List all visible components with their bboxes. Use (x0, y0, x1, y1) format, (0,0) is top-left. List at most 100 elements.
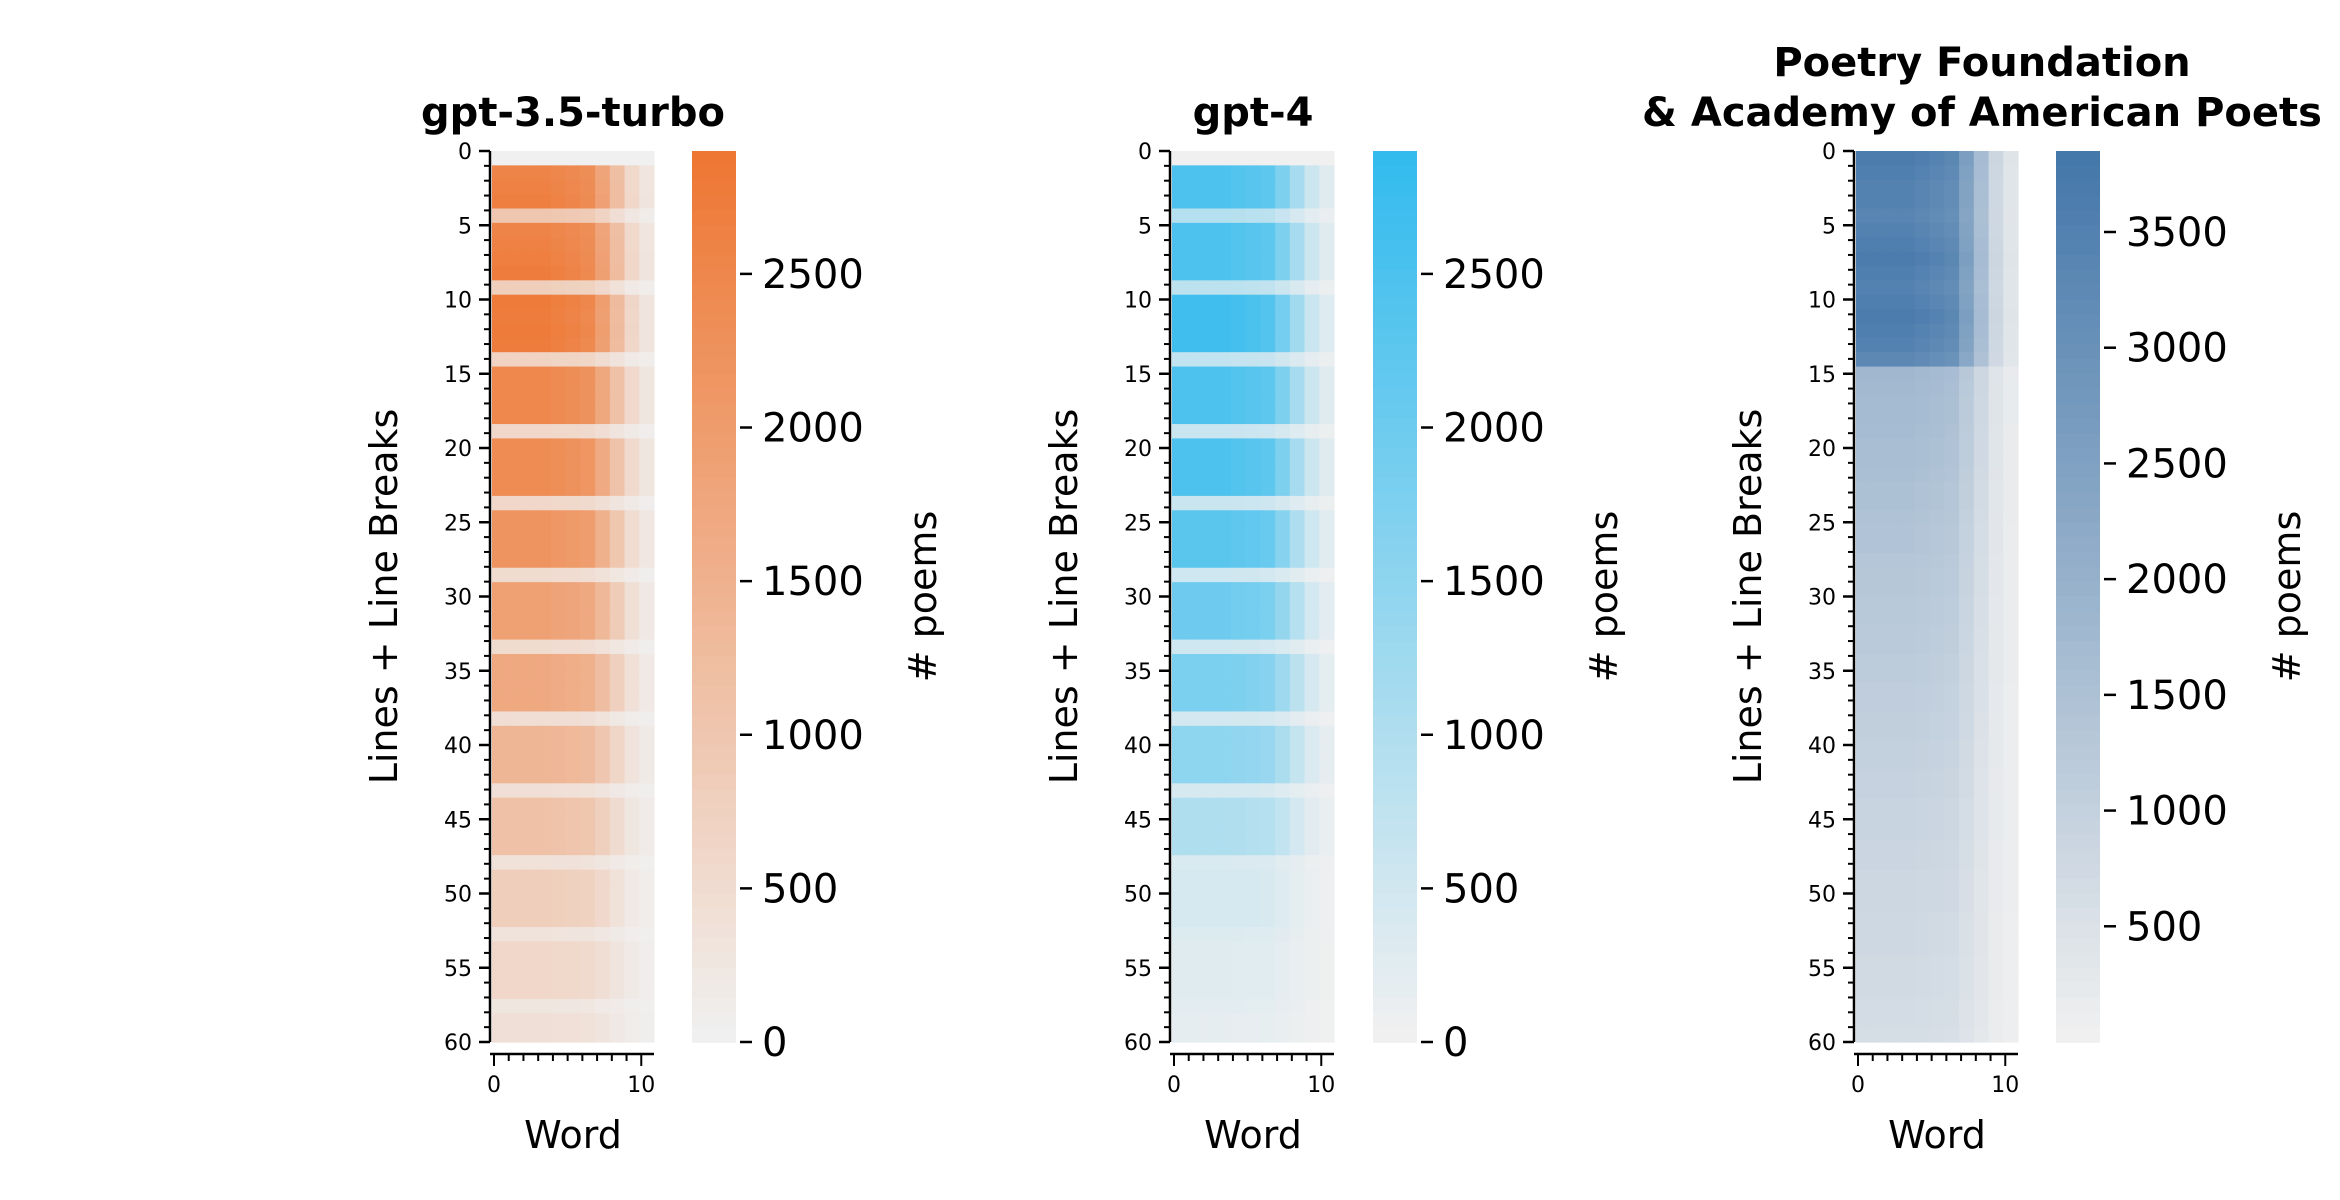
heatmap-cell (1870, 984, 1887, 1000)
heatmap-cell (1973, 337, 1990, 353)
heatmap-cell (595, 898, 611, 914)
heatmap-cell (580, 539, 596, 554)
heatmap-cell (1289, 840, 1306, 856)
heatmap-cell (1959, 452, 1975, 468)
heatmap-cell (1959, 625, 1975, 641)
heatmap-cell (1944, 380, 1960, 396)
heatmap-cell (536, 452, 552, 468)
heatmap-cell (595, 481, 611, 497)
heatmap-cell (536, 539, 552, 554)
heatmap-cell (639, 208, 655, 224)
heatmap-cell (1201, 610, 1217, 626)
heatmap-cell (1186, 812, 1203, 828)
heatmap-cell (2003, 740, 2019, 756)
heatmap-cell (506, 725, 523, 741)
colorbar-tick-label: 1500 (2126, 673, 2228, 719)
heatmap-cell (595, 251, 611, 267)
colorbar-segment (692, 180, 736, 197)
heatmap-cell (1260, 783, 1276, 799)
heatmap-cell (550, 395, 567, 411)
heatmap-cell (1900, 855, 1916, 871)
heatmap-cell (1260, 280, 1276, 296)
heatmap-cell (1216, 424, 1232, 440)
heatmap-cell (1900, 395, 1916, 411)
heatmap-cell (1929, 797, 1945, 813)
heatmap-cell (1245, 179, 1261, 195)
heatmap-cell (639, 740, 655, 756)
heatmap-cell (1172, 653, 1188, 669)
heatmap-cell (492, 912, 508, 928)
heatmap-cell (506, 610, 523, 626)
heatmap-cell (580, 697, 596, 713)
heatmap-cell (1885, 998, 1901, 1014)
heatmap-cell (2003, 1013, 2019, 1029)
heatmap-cell (1929, 668, 1945, 684)
heatmap-cell (1319, 265, 1335, 281)
heatmap-cell (1319, 768, 1335, 784)
heatmap-cell (609, 179, 626, 195)
heatmap-cell (1230, 639, 1247, 655)
heatmap-cell (492, 553, 508, 569)
heatmap-cell (1216, 380, 1232, 396)
heatmap-cell (1914, 582, 1931, 598)
heatmap-cell (1289, 524, 1306, 540)
heatmap-cell (1186, 352, 1203, 368)
heatmap-cell (1260, 352, 1276, 368)
heatmap-cell (506, 840, 523, 856)
heatmap-cell (1319, 941, 1335, 957)
heatmap-cell (1870, 524, 1887, 540)
heatmap-cell (595, 625, 611, 641)
colorbar-segment (2056, 596, 2100, 613)
heatmap-cell (1870, 653, 1887, 669)
heatmap-cell (1914, 927, 1931, 942)
heatmap-cell (550, 539, 567, 554)
heatmap-cell (550, 208, 567, 224)
heatmap-cell (1245, 927, 1261, 942)
heatmap-cell (595, 740, 611, 756)
heatmap-cell (1230, 179, 1247, 195)
heatmap-cell (1885, 265, 1901, 281)
heatmap-cell (1186, 898, 1203, 914)
heatmap-cell (1172, 481, 1188, 497)
heatmap-cell (1914, 467, 1931, 483)
colorbar-segment (1373, 774, 1417, 791)
heatmap-cell (550, 639, 567, 655)
heatmap-cell (639, 826, 655, 842)
heatmap-cell (1172, 395, 1188, 411)
heatmap-cell (580, 510, 596, 526)
heatmap-cell (1201, 826, 1217, 842)
heatmap-cell (1304, 323, 1320, 339)
heatmap-cell (1944, 165, 1960, 181)
heatmap-cell (1304, 740, 1320, 756)
heatmap-cell (595, 668, 611, 684)
heatmap-cell (1973, 725, 1990, 741)
heatmap-cell (624, 352, 640, 368)
heatmap-cell (609, 251, 626, 267)
heatmap-cell (1260, 467, 1276, 483)
heatmap-cell (1929, 208, 1945, 224)
heatmap-cell (1988, 625, 2004, 641)
heatmap-cell (536, 467, 552, 483)
heatmap-cell (595, 1027, 611, 1043)
heatmap-cell (1870, 970, 1887, 986)
heatmap-cell (550, 452, 567, 468)
heatmap-cells (492, 151, 655, 1043)
heatmap-cell (1304, 797, 1320, 813)
colorbar-segment (2056, 284, 2100, 301)
heatmap-cell (506, 668, 523, 684)
heatmap-cell (639, 179, 655, 195)
heatmap-cell (1260, 898, 1276, 914)
heatmap-cell (595, 582, 611, 598)
heatmap-cell (580, 941, 596, 957)
heatmap-cell (1245, 165, 1261, 181)
heatmap-cell (639, 309, 655, 325)
heatmap-cell (506, 409, 523, 425)
colorbar-segment (692, 448, 736, 464)
heatmap-cell (1201, 395, 1217, 411)
heatmap-cell (1230, 740, 1247, 756)
heatmap-cell (1172, 682, 1188, 698)
heatmap-cell (639, 294, 655, 310)
y-tick-label: 30 (1124, 586, 1152, 611)
colorbar-segment (2056, 537, 2100, 553)
heatmap-cell (1944, 697, 1960, 713)
